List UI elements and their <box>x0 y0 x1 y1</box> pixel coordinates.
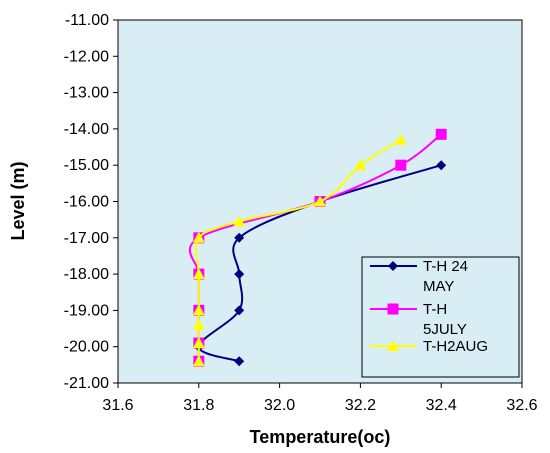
data-point <box>192 268 205 280</box>
x-tick-label: 32.0 <box>264 397 295 414</box>
y-tick-label: -20.00 <box>64 339 109 356</box>
y-tick-label: -11.00 <box>65 12 109 29</box>
data-point <box>436 160 447 171</box>
legend-label: 5JULY <box>423 321 467 338</box>
y-tick-label: -16.00 <box>64 194 109 211</box>
y-tick-label: -21.00 <box>64 375 109 392</box>
legend-item: T-H 5JULY <box>370 301 467 338</box>
data-point <box>234 269 245 280</box>
y-tick-label: -15.00 <box>64 157 109 174</box>
y-tick-label: -17.00 <box>64 230 109 247</box>
y-tick-label: -14.00 <box>64 121 109 138</box>
x-tick-label: 32.2 <box>345 397 376 414</box>
x-axis-title: Temperature(oc) <box>250 427 391 447</box>
data-point <box>234 305 245 316</box>
y-tick-label: -18.00 <box>64 266 109 283</box>
legend-label: MAY <box>423 278 454 295</box>
data-point <box>192 231 205 243</box>
series-2 <box>192 133 407 367</box>
y-tick-label: -19.00 <box>64 302 109 319</box>
data-point <box>354 159 367 171</box>
legend-item: T-H 24 MAY <box>370 258 468 295</box>
series-layer <box>188 128 447 367</box>
data-point <box>394 133 407 145</box>
data-point <box>192 318 205 330</box>
y-tick-label: -13.00 <box>64 85 109 102</box>
data-point <box>395 159 407 171</box>
data-point <box>234 356 245 367</box>
data-point <box>314 195 326 207</box>
data-point <box>192 355 205 367</box>
x-tick-label: 32.4 <box>426 397 457 414</box>
legend-swatch-marker <box>388 261 398 271</box>
y-tick-label: -12.00 <box>64 48 109 65</box>
legend-box <box>361 256 520 378</box>
legend-label: T-H <box>423 301 447 318</box>
series-line <box>194 138 402 362</box>
x-tick-label: 31.6 <box>102 397 133 414</box>
data-point <box>233 215 246 227</box>
legend-label: T-H 24 <box>423 258 468 275</box>
y-axis-ticks: -11.00 -12.00 -13.00 -14.00 -15.00 -16.00 -17.… <box>64 12 118 392</box>
data-point <box>192 337 205 349</box>
x-tick-label: 32.6 <box>506 397 537 414</box>
legend-swatch-marker <box>387 340 399 351</box>
y-axis-title: Level (m) <box>8 161 28 240</box>
x-tick-label: 31.8 <box>183 397 214 414</box>
data-point <box>234 232 245 243</box>
legend-label: T-H2AUG <box>423 338 488 355</box>
data-point <box>192 304 205 316</box>
legend-swatch-marker <box>387 303 399 315</box>
data-point <box>435 128 447 140</box>
x-axis-ticks: 31.6 31.8 32.0 32.2 32.4 32.6 <box>102 383 538 414</box>
legend-item: T-H2AUG <box>370 338 488 355</box>
